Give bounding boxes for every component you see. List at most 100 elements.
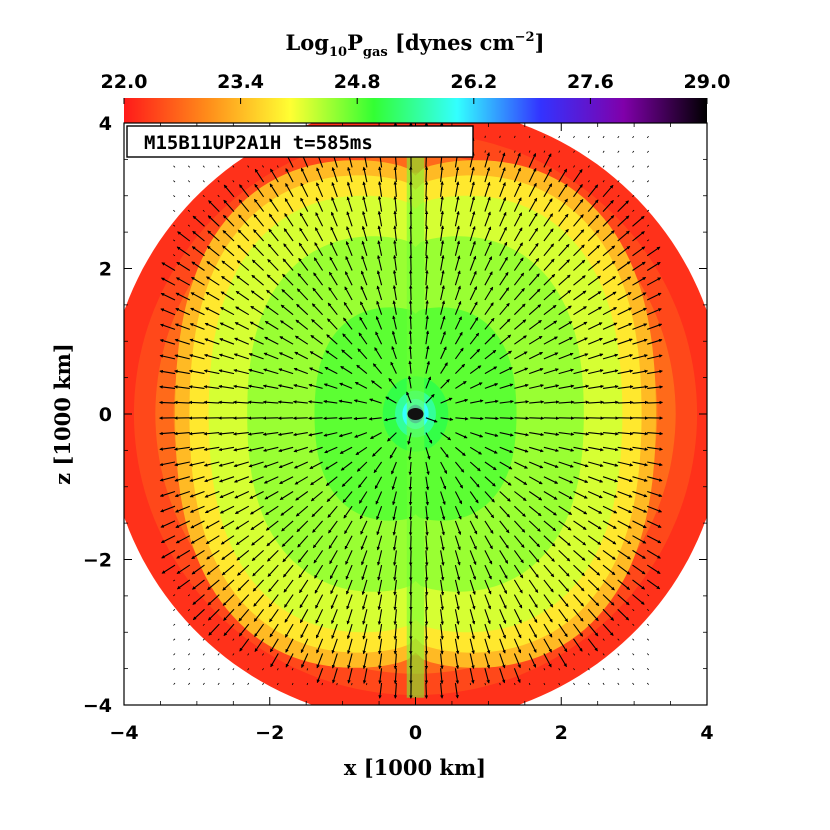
velocity-arrow [249,321,264,330]
velocity-arrow [454,347,464,360]
velocity-arrow [469,564,477,581]
velocity-arrow [391,330,397,345]
velocity-arrow [425,461,430,476]
velocity-arrow [393,624,398,640]
velocity-arrow [218,353,235,360]
velocity-arrow [330,594,338,610]
velocity-arrow [188,653,191,656]
velocity-arrow [237,244,250,257]
velocity-arrow [172,579,176,582]
velocity-arrow [587,520,602,530]
velocity-arrow [369,398,382,404]
velocity-arrow [573,623,584,637]
velocity-arrow [177,231,191,242]
velocity-arrow [440,315,446,330]
velocity-arrow [175,292,191,301]
velocity-arrow [440,254,445,271]
velocity-arrow [425,284,429,301]
velocity-arrow [499,638,506,654]
velocity-arrow [202,653,205,656]
velocity-arrow [190,520,205,529]
velocity-arrow [587,229,600,242]
velocity-arrow [393,609,397,626]
velocity-arrow [424,239,429,256]
velocity-arrow [362,668,368,684]
velocity-arrow [292,400,308,404]
velocity-arrow [602,307,618,316]
velocity-arrow [558,321,573,330]
velocity-arrow [299,609,309,624]
velocity-arrow [284,623,294,638]
velocity-arrow [469,623,475,640]
central-core [407,408,424,420]
velocity-arrow [514,416,530,421]
velocity-arrow [233,384,249,389]
velocity-arrow [440,461,448,475]
velocity-arrow [647,400,664,405]
velocity-arrow [573,384,590,389]
velocity-arrow [587,505,603,514]
velocity-arrow [647,461,663,467]
velocity-arrow [424,638,429,655]
velocity-arrow [263,368,279,375]
velocity-arrow [175,307,191,316]
velocity-arrow [573,214,584,227]
velocity-arrow [587,337,603,345]
velocity-arrow [484,196,491,212]
velocity-arrow [425,535,429,551]
velocity-arrow [202,623,205,626]
velocity-arrow [470,432,484,438]
velocity-arrow [176,246,191,257]
velocity-arrow [543,564,555,578]
velocity-arrow [484,333,496,345]
velocity-arrow [377,594,383,611]
velocity-arrow [221,549,235,561]
velocity-arrow [189,476,205,482]
colorbar-tick-labels: 22.0 23.4 24.8 26.2 27.6 29.0 [101,71,731,93]
velocity-arrow [587,184,599,198]
velocity-arrow [248,461,264,468]
velocity-arrow [543,638,552,653]
velocity-arrow [588,432,604,436]
velocity-arrow [587,594,600,607]
velocity-arrow [174,323,190,330]
velocity-arrow [351,682,353,686]
velocity-arrow [238,623,250,637]
velocity-arrow [558,400,575,404]
velocity-arrow [528,609,538,624]
velocity-arrow [425,376,432,389]
velocity-arrow [191,246,205,257]
velocity-arrow [646,195,650,198]
velocity-arrow [315,212,324,227]
velocity-arrow [617,245,631,257]
velocity-arrow [632,292,647,301]
simulation-label-box [126,125,474,158]
velocity-arrow [587,549,601,561]
velocity-arrow [294,476,309,485]
velocity-arrow [391,345,397,360]
velocity-arrow [543,384,560,389]
velocity-arrow [232,180,235,183]
velocity-arrow [602,505,618,514]
velocity-arrow [361,579,368,596]
velocity-arrow [189,505,205,513]
velocity-arrow [425,393,435,404]
velocity-arrow [543,579,554,593]
velocity-arrow [573,169,583,183]
velocity-arrow [602,668,605,671]
velocity-arrow [469,594,476,610]
velocity-arrow [311,303,324,316]
velocity-arrow [558,653,567,668]
velocity-arrow [266,289,279,301]
velocity-arrow [499,167,506,183]
velocity-arrow [425,417,438,423]
velocity-arrow [499,256,508,271]
velocity-arrow [323,399,338,404]
velocity-arrow [232,682,235,686]
velocity-arrow [329,550,338,565]
velocity-arrow [299,579,309,594]
velocity-arrow [189,461,205,467]
velocity-arrow [469,461,481,472]
velocity-arrow [529,432,545,437]
velocity-arrow [424,682,429,699]
